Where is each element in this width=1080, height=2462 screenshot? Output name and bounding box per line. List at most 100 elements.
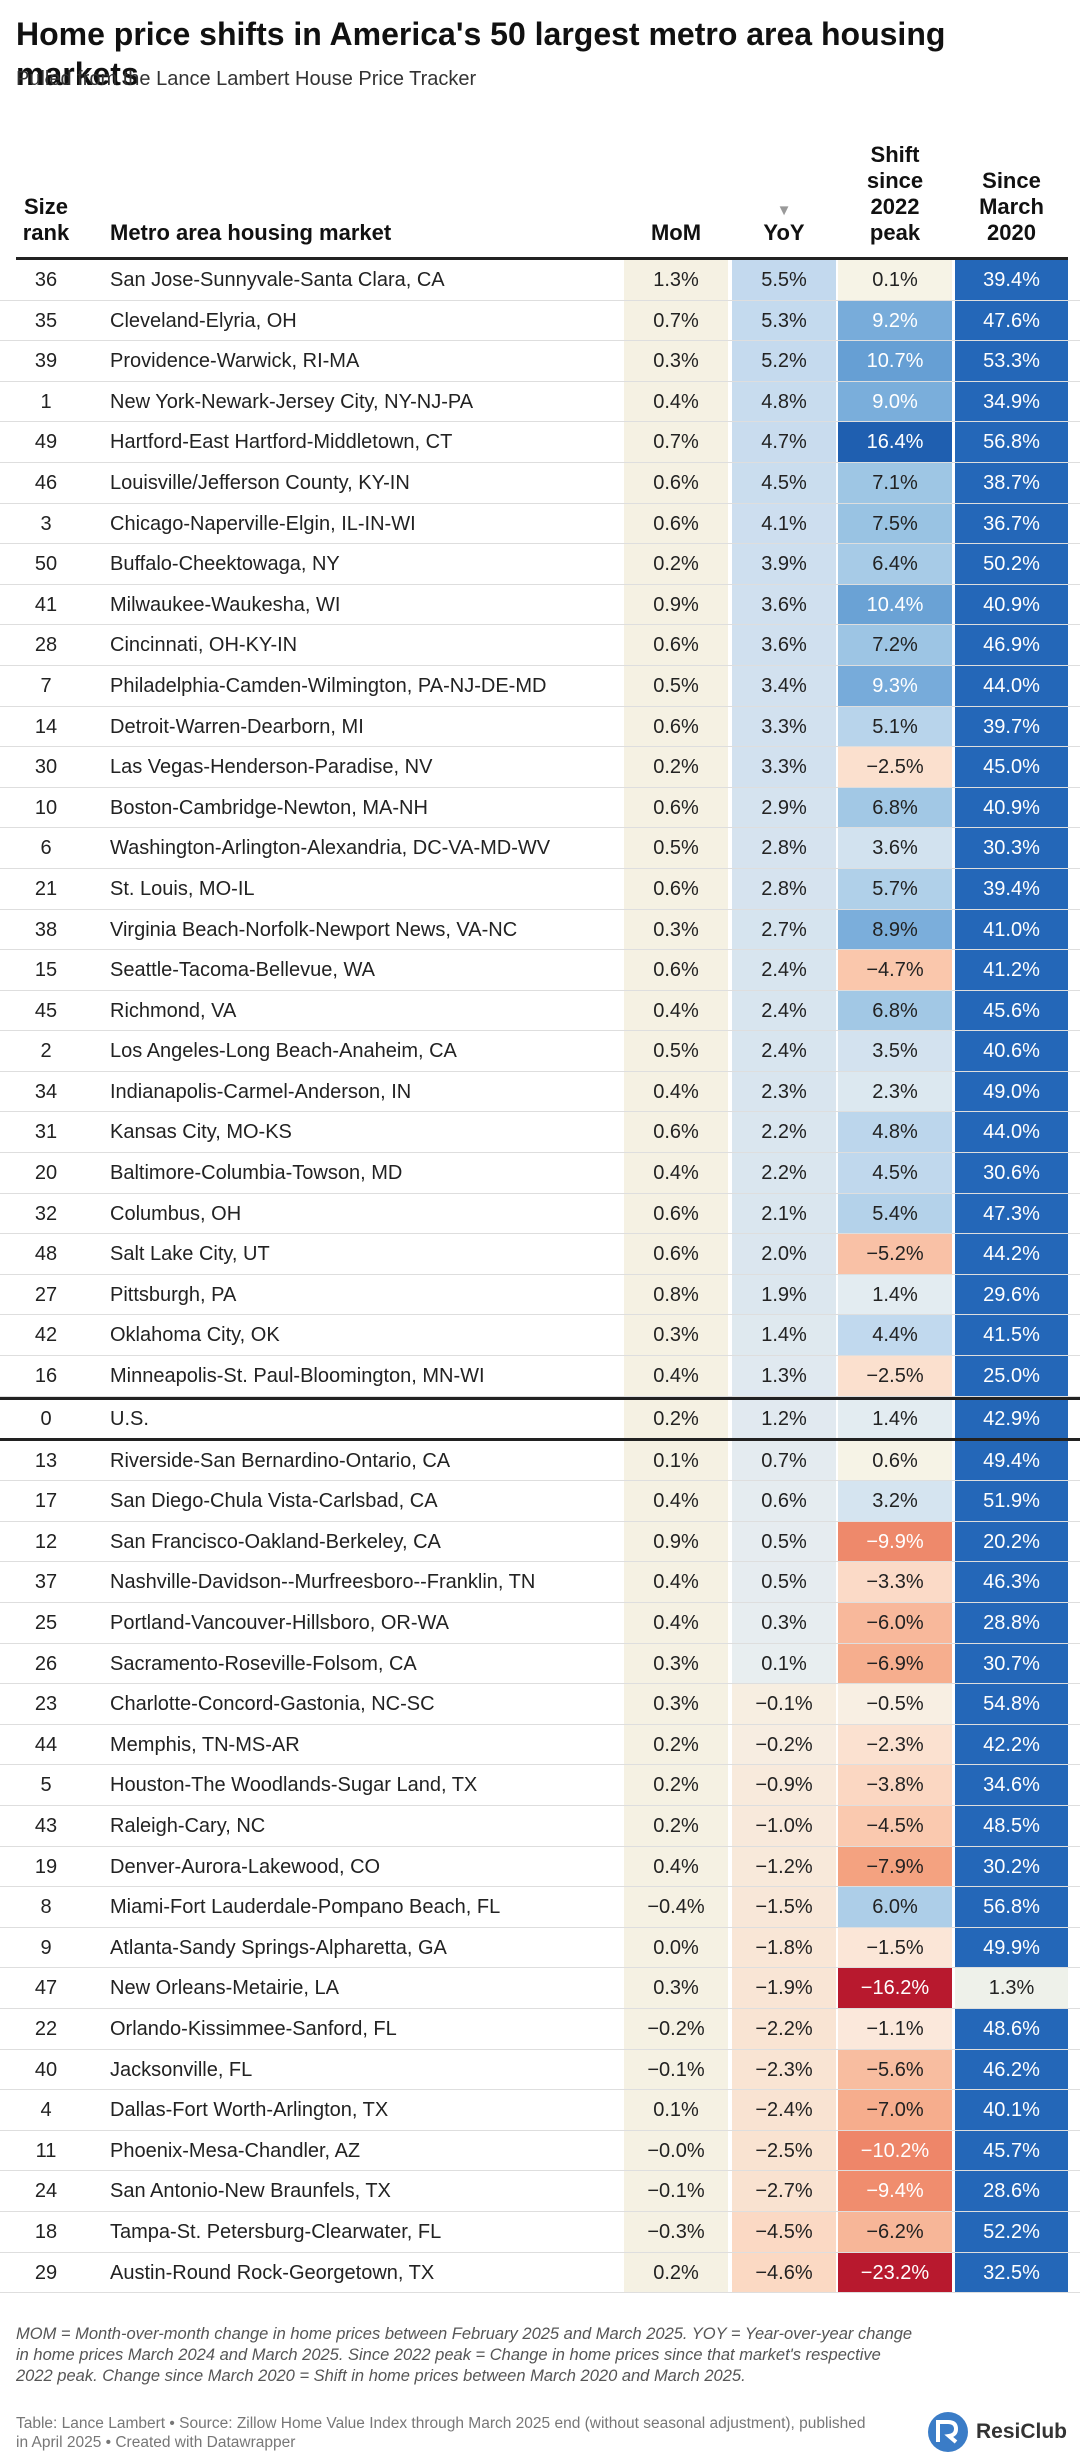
rank-cell: 23 (34, 1693, 58, 1716)
yoy-cell: −2.4% (732, 2090, 836, 2130)
rank-cell: 24 (34, 2180, 58, 2203)
since-2020-cell: 54.8% (955, 1684, 1068, 1724)
table-row: 44 Memphis, TN-MS-AR 0.2% −0.2% −2.3% 42.2% (0, 1724, 1080, 1766)
header-mom[interactable]: MoM (650, 220, 702, 245)
since-2020-cell: 42.2% (955, 1724, 1068, 1765)
yoy-cell: 2.4% (732, 950, 836, 990)
metro-name-cell: Tampa-St. Petersburg-Clearwater, FL (110, 2220, 442, 2243)
yoy-cell: 3.6% (732, 584, 836, 625)
mom-cell: 0.6% (624, 1193, 728, 1234)
since-peak-cell: 7.5% (838, 503, 952, 544)
since-2020-cell: 28.8% (955, 1603, 1068, 1643)
yoy-cell: 2.2% (732, 1112, 836, 1153)
table-row: 7 Philadelphia-Camden-Wilmington, PA-NJ-D… (0, 665, 1080, 707)
yoy-cell: −2.3% (732, 2049, 836, 2090)
yoy-cell: 0.5% (732, 1521, 836, 1562)
mom-cell: 0.3% (624, 1684, 728, 1724)
since-peak-cell: −6.9% (838, 1643, 952, 1684)
mom-cell: 0.4% (624, 381, 728, 422)
mom-cell: 0.6% (624, 950, 728, 990)
mom-cell: 0.2% (624, 1805, 728, 1846)
since-peak-cell: 3.2% (838, 1481, 952, 1521)
rank-cell: 2 (40, 1040, 52, 1063)
yoy-cell: −2.2% (732, 2008, 836, 2049)
table-body: 36 San Jose-Sunnyvale-Santa Clara, CA 1.3%… (0, 260, 1080, 2294)
source-line: Table: Lance Lambert • Source: Zillow Ho… (16, 2415, 866, 2451)
since-2020-cell: 49.4% (955, 1440, 1068, 1481)
mom-cell: 0.6% (624, 787, 728, 828)
yoy-cell: 2.3% (732, 1071, 836, 1112)
yoy-cell: 2.7% (732, 909, 836, 950)
since-2020-cell: 40.9% (955, 584, 1068, 625)
mom-cell: 0.1% (624, 1440, 728, 1481)
rank-cell: 17 (34, 1490, 58, 1513)
metro-name-cell: San Antonio-New Braunfels, TX (110, 2180, 391, 2203)
rank-cell: 49 (34, 431, 58, 454)
metro-name-cell: U.S. (110, 1407, 149, 1430)
rank-cell: 6 (40, 837, 52, 860)
since-peak-cell: 6.8% (838, 990, 952, 1031)
yoy-cell: −4.6% (732, 2252, 836, 2293)
table-row: 2 Los Angeles-Long Beach-Anaheim, CA 0.5% 2… (0, 1031, 1080, 1072)
rank-cell: 18 (34, 2220, 58, 2243)
table-row: 42 Oklahoma City, OK 0.3% 1.4% 4.4% 41.5% (0, 1315, 1080, 1357)
since-peak-cell: 6.8% (838, 787, 952, 828)
sort-arrow-icon: ▼ (776, 202, 792, 219)
since-peak-cell: 7.1% (838, 462, 952, 503)
rank-cell: 19 (34, 1855, 58, 1878)
since-peak-cell: −5.2% (838, 1234, 952, 1274)
since-peak-cell: 8.9% (838, 909, 952, 950)
since-2020-cell: 38.7% (955, 462, 1068, 503)
since-peak-cell: −7.9% (838, 1846, 952, 1887)
mom-cell: 0.6% (624, 625, 728, 665)
rank-cell: 40 (34, 2058, 58, 2081)
mom-cell: 0.1% (624, 2090, 728, 2130)
yoy-cell: 0.7% (732, 1440, 836, 1481)
yoy-cell: −1.0% (732, 1805, 836, 1846)
table-row: 15 Seattle-Tacoma-Bellevue, WA 0.6% 2.4% −4.… (0, 950, 1080, 991)
table-row: 41 Milwaukee-Waukesha, WI 0.9% 3.6% 10.4% 40.… (0, 584, 1080, 626)
mom-cell: 0.4% (624, 990, 728, 1031)
since-2020-cell: 44.0% (955, 665, 1068, 706)
yoy-cell: 1.2% (732, 1399, 836, 1438)
mom-cell: −0.2% (624, 2008, 728, 2049)
mom-cell: 0.2% (624, 2252, 728, 2293)
yoy-cell: −4.5% (732, 2211, 836, 2252)
since-2020-cell: 40.1% (955, 2090, 1068, 2130)
since-2020-cell: 46.9% (955, 625, 1068, 665)
yoy-cell: 2.9% (732, 787, 836, 828)
header-since-march-2020[interactable]: Since March 2020 (979, 168, 1044, 245)
metro-name-cell: Boston-Cambridge-Newton, MA-NH (110, 796, 428, 819)
yoy-cell: 2.8% (732, 828, 836, 868)
since-2020-cell: 30.6% (955, 1153, 1068, 1193)
yoy-cell: −1.8% (732, 1927, 836, 1968)
metro-name-cell: Buffalo-Cheektowaga, NY (110, 553, 340, 576)
metro-name-cell: Salt Lake City, UT (110, 1243, 270, 1266)
yoy-cell: −0.2% (732, 1724, 836, 1765)
yoy-cell: 4.5% (732, 462, 836, 503)
resiclub-logo-icon (928, 2412, 968, 2452)
rank-cell: 45 (34, 999, 58, 1022)
mom-cell: 0.4% (624, 1071, 728, 1112)
chart-subtitle: Pulled from the Lance Lambert House Pric… (16, 68, 477, 90)
header-since-2022-peak[interactable]: Shift since 2022 peak (866, 142, 924, 245)
rank-cell: 47 (34, 1977, 58, 2000)
header-size-rank[interactable]: Size rank (22, 194, 70, 245)
since-2020-cell: 44.2% (955, 1234, 1068, 1274)
since-2020-cell: 49.0% (955, 1071, 1068, 1112)
mom-cell: 0.4% (624, 1481, 728, 1521)
mom-cell: 0.3% (624, 1315, 728, 1356)
header-metro-name[interactable]: Metro area housing market (110, 220, 392, 245)
metro-name-cell: Denver-Aurora-Lakewood, CO (110, 1855, 381, 1878)
header-yoy[interactable]: ▼ YoY (732, 202, 836, 246)
rank-cell: 3 (40, 512, 52, 535)
since-peak-cell: 3.6% (838, 828, 952, 868)
table-header: Size rank Metro area housing market MoM … (0, 120, 1080, 260)
rank-cell: 10 (34, 796, 58, 819)
since-peak-cell: −4.5% (838, 1805, 952, 1846)
table-row: 37 Nashville-Davidson--Murfreesboro--Fran… (0, 1562, 1080, 1603)
since-peak-cell: −0.5% (838, 1684, 952, 1724)
since-2020-cell: 46.2% (955, 2049, 1068, 2090)
since-2020-cell: 48.5% (955, 1805, 1068, 1846)
rank-cell: 30 (34, 756, 58, 779)
